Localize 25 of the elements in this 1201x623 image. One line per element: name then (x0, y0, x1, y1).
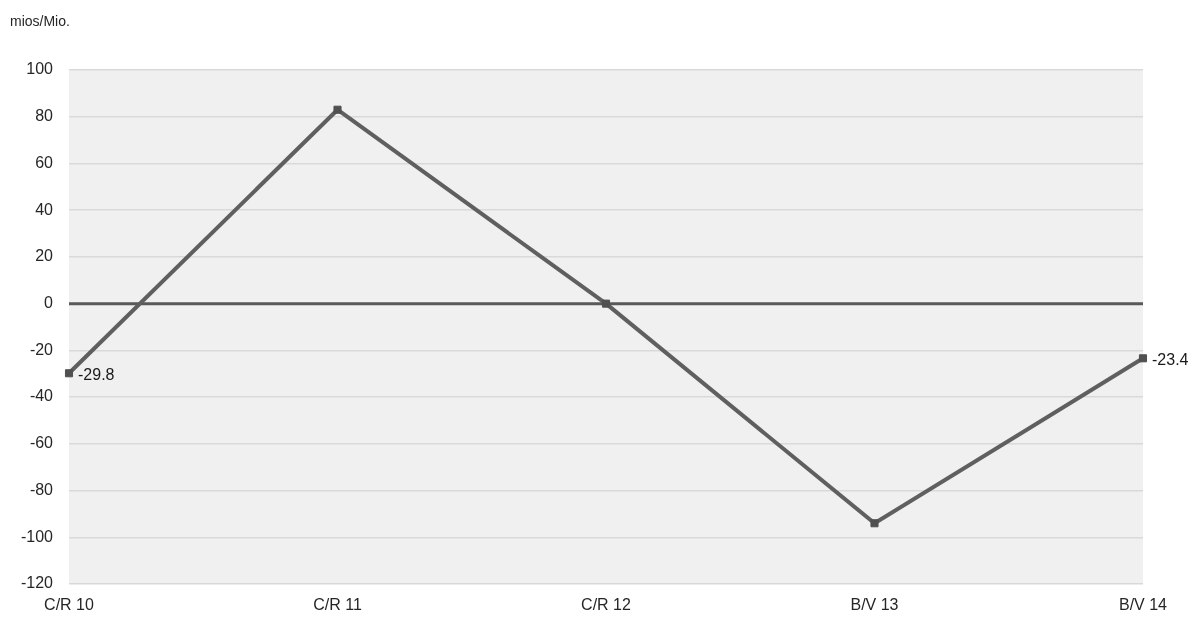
y-tick-label: -80 (29, 480, 54, 498)
y-tick-label: -60 (29, 434, 54, 452)
y-axis-title: mios/Mio. (10, 12, 70, 29)
x-tick-label: B/V 14 (1118, 596, 1168, 614)
y-tick-label: 0 (44, 294, 54, 312)
point (333, 105, 342, 114)
point (870, 519, 879, 528)
y-tick-label: 100 (26, 60, 54, 78)
x-tick-label: C/R 10 (44, 596, 94, 614)
y-tick-label: -100 (20, 527, 54, 545)
point (1138, 354, 1148, 363)
y-tick-label: 20 (35, 247, 54, 265)
x-tick-label: C/R 12 (581, 596, 631, 614)
y-tick-label: -20 (29, 340, 54, 358)
y-tick-label: 80 (35, 107, 54, 125)
y-tick-label: -40 (29, 387, 54, 405)
data-label: -29.8 (78, 365, 115, 383)
x-tick-label: B/V 13 (850, 596, 899, 614)
point (64, 369, 74, 378)
data-label: -23.4 (1152, 350, 1189, 368)
x-tick-label: C/R 11 (313, 596, 362, 614)
point (601, 299, 611, 308)
y-tick-label: -120 (20, 574, 54, 592)
y-tick-label: 60 (35, 153, 54, 171)
y-tick-label: 40 (35, 200, 54, 218)
